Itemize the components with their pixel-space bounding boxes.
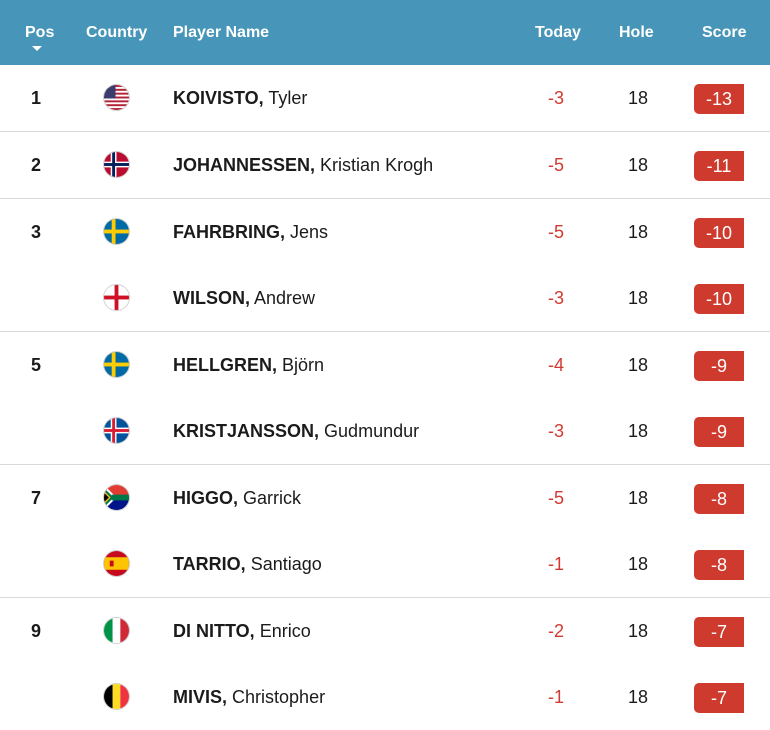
player-name: DI NITTO, Enrico	[173, 598, 311, 664]
player-name: KOIVISTO, Tyler	[173, 65, 307, 131]
today-score: -5	[548, 155, 565, 175]
player-first-name: Jens	[290, 222, 329, 242]
position: 9	[31, 621, 42, 641]
table-row[interactable]: TARRIO, Santiago -1 18 -8	[0, 531, 770, 597]
today-score: -1	[548, 554, 565, 574]
total-score-badge: -9	[694, 417, 744, 447]
today-column-header: Today	[535, 24, 581, 41]
table-row[interactable]: MIVIS, Christopher -1 18 -7	[0, 664, 770, 730]
pos-header-label: Pos	[25, 24, 55, 41]
player-first-name: Garrick	[243, 488, 302, 508]
sweden-flag-icon	[104, 219, 129, 244]
total-score-badge: -8	[694, 550, 744, 580]
total-score-badge: -10	[694, 218, 744, 248]
player-name-column-header: Player Name	[173, 24, 270, 41]
spain-flag-icon	[104, 551, 129, 576]
hole-number: 18	[628, 355, 649, 375]
iceland-flag-icon	[104, 418, 129, 443]
total-score-badge: -10	[694, 284, 744, 314]
hole-number: 18	[628, 155, 649, 175]
total-score-badge: -8	[694, 484, 744, 514]
hole-number: 18	[628, 621, 649, 641]
leaderboard-header: Pos Country Player Name Today Hole Score	[0, 0, 770, 65]
player-last-name: TARRIO,	[173, 554, 246, 574]
player-name: MIVIS, Christopher	[173, 664, 325, 730]
today-score: -2	[548, 621, 565, 641]
table-row[interactable]: 5 HELLGREN, Björn -4 18 -9	[0, 331, 770, 398]
total-score-badge: -9	[694, 351, 744, 381]
score-column-header: Score	[702, 24, 747, 41]
today-score: -5	[548, 488, 565, 508]
player-first-name: Andrew	[254, 288, 316, 308]
belgium-flag-icon	[104, 684, 129, 709]
player-last-name: HELLGREN,	[173, 355, 278, 375]
country-column-header: Country	[86, 24, 148, 41]
sweden-flag-icon	[104, 352, 129, 377]
position: 5	[31, 355, 42, 375]
position: 7	[31, 488, 42, 508]
player-name: FAHRBRING, Jens	[173, 199, 328, 265]
player-first-name: Gudmundur	[324, 421, 420, 441]
table-row[interactable]: WILSON, Andrew -3 18 -10	[0, 265, 770, 331]
position: 2	[31, 155, 42, 175]
player-name: TARRIO, Santiago	[173, 531, 322, 597]
hole-number: 18	[628, 488, 649, 508]
hole-number: 18	[628, 554, 649, 574]
player-first-name: Santiago	[250, 554, 322, 574]
position: 1	[31, 88, 42, 108]
table-row[interactable]: 2 JOHANNESSEN, Kristian Krogh -5 18 -11	[0, 131, 770, 198]
player-last-name: HIGGO,	[173, 488, 239, 508]
table-row[interactable]: KRISTJANSSON, Gudmundur -3 18 -9	[0, 398, 770, 464]
today-score: -3	[548, 88, 565, 108]
today-score: -1	[548, 687, 565, 707]
pos-column-header[interactable]: Pos	[25, 24, 55, 51]
player-last-name: FAHRBRING,	[173, 222, 285, 242]
player-first-name: Christopher	[232, 687, 326, 707]
player-name: HELLGREN, Björn	[173, 332, 324, 398]
today-score: -3	[548, 421, 565, 441]
today-score: -3	[548, 288, 565, 308]
player-first-name: Enrico	[259, 621, 311, 641]
position: 3	[31, 222, 42, 242]
player-first-name: Björn	[282, 355, 325, 375]
england-flag-icon	[104, 285, 129, 310]
hole-number: 18	[628, 288, 649, 308]
total-score-badge: -11	[694, 151, 744, 181]
total-score-badge: -7	[694, 617, 744, 647]
player-first-name: Kristian Krogh	[320, 155, 434, 175]
player-last-name: KOIVISTO,	[173, 88, 264, 108]
hole-number: 18	[628, 421, 649, 441]
today-score: -5	[548, 222, 565, 242]
player-last-name: DI NITTO,	[173, 621, 255, 641]
total-score-badge: -13	[694, 84, 744, 114]
leaderboard-rows: 1 KOIVISTO, Tyler -3 18 -13 2	[0, 65, 770, 730]
table-row[interactable]: 3 FAHRBRING, Jens -5 18 -10	[0, 198, 770, 265]
player-last-name: WILSON,	[173, 288, 250, 308]
italy-flag-icon	[104, 618, 129, 643]
south-africa-flag-icon	[104, 485, 129, 510]
player-first-name: Tyler	[268, 88, 308, 108]
hole-number: 18	[628, 222, 649, 242]
player-name: HIGGO, Garrick	[173, 465, 301, 531]
norway-flag-icon	[104, 152, 129, 177]
total-score-badge: -7	[694, 683, 744, 713]
player-name: WILSON, Andrew	[173, 265, 315, 331]
player-last-name: JOHANNESSEN,	[173, 155, 316, 175]
hole-number: 18	[628, 687, 649, 707]
table-row[interactable]: 9 DI NITTO, Enrico -2 18 -7	[0, 597, 770, 664]
sort-caret-icon	[32, 46, 42, 51]
usa-flag-icon	[104, 85, 129, 110]
player-last-name: MIVIS,	[173, 687, 228, 707]
hole-number: 18	[628, 88, 649, 108]
player-name: KRISTJANSSON, Gudmundur	[173, 398, 419, 464]
player-name: JOHANNESSEN, Kristian Krogh	[173, 132, 433, 198]
table-row[interactable]: 7 HIGGO, Garrick -5 18 -8	[0, 464, 770, 531]
today-score: -4	[548, 355, 565, 375]
player-last-name: KRISTJANSSON,	[173, 421, 320, 441]
table-row[interactable]: 1 KOIVISTO, Tyler -3 18 -13	[0, 65, 770, 131]
hole-column-header: Hole	[619, 24, 654, 41]
